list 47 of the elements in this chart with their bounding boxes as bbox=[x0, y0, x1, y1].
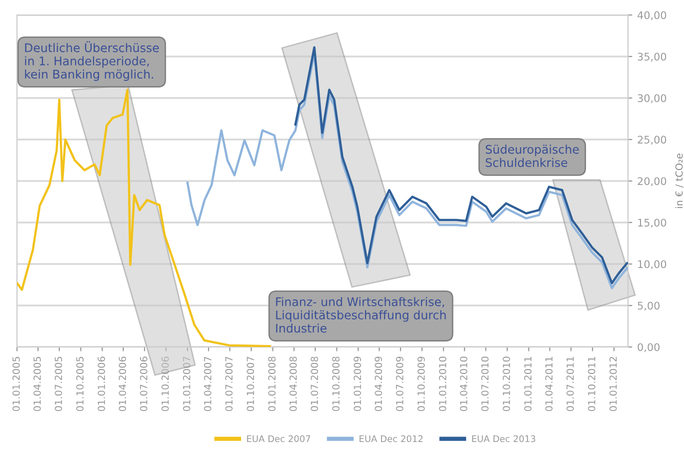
x-tick-label: 01.10.2010 bbox=[502, 356, 510, 412]
x-tick-label: 01.04.2008 bbox=[289, 356, 297, 412]
x-tick-label: 01.01.2010 bbox=[438, 356, 446, 412]
x-tick-label: 01.01.2006 bbox=[98, 356, 106, 412]
legend-label: EUA Dec 2007 bbox=[247, 435, 310, 442]
x-tick-label: 01.07.2005 bbox=[54, 356, 62, 412]
annotation: Deutliche Überschüsse in 1. Handelsperiode, kein Banking möglich. bbox=[25, 41, 159, 81]
x-tick-label: 01.04.2009 bbox=[374, 356, 382, 412]
x-tick-label: 01.01.2008 bbox=[268, 356, 276, 412]
y-tick-label: 30,00 bbox=[638, 94, 666, 104]
y-tick-label: 0,00 bbox=[638, 343, 660, 352]
annotation: Südeuropäische Schuldenkrise bbox=[486, 144, 579, 168]
x-tick-label: 01.10.2011 bbox=[588, 356, 596, 412]
x-tick-label: 01.04.2005 bbox=[33, 356, 41, 412]
y-tick-label: 35,00 bbox=[638, 52, 666, 62]
x-tick-label: 01.07.2008 bbox=[310, 356, 318, 412]
x-tick-label: 01.10.2006 bbox=[161, 356, 169, 412]
x-tick-label: 01.10.2005 bbox=[76, 356, 84, 412]
y-tick-label: 20,00 bbox=[638, 177, 666, 186]
y-tick-label: 5,00 bbox=[638, 302, 660, 311]
x-tick-label: 01.04.2010 bbox=[460, 356, 468, 412]
x-tick-label: 01.07.2010 bbox=[481, 356, 489, 412]
legend-label: EUA Dec 2013 bbox=[472, 435, 536, 442]
y-tick-label: 40,00 bbox=[638, 11, 666, 20]
x-tick-label: 01.01.2005 bbox=[12, 356, 20, 412]
y-tick-label: 15,00 bbox=[638, 218, 666, 228]
x-tick-label: 01.10.2009 bbox=[417, 356, 425, 412]
y-axis-title: in € / tCO₂e bbox=[675, 154, 684, 208]
x-tick-label: 01.04.2011 bbox=[545, 356, 553, 412]
x-tick-label: 01.01.2007 bbox=[182, 356, 190, 412]
line-series bbox=[17, 88, 272, 347]
x-tick-label: 01.01.2012 bbox=[609, 357, 617, 412]
x-tick-label: 01.07.2009 bbox=[396, 356, 404, 412]
x-tick-label: 01.10.2008 bbox=[332, 356, 340, 412]
x-tick-label: 01.10.2007 bbox=[246, 356, 254, 412]
x-tick-label: 01.07.2011 bbox=[566, 356, 574, 412]
y-tick-label: 25,00 bbox=[638, 136, 666, 145]
x-tick-label: 01.01.2009 bbox=[354, 356, 362, 412]
x-tick-label: 01.01.2011 bbox=[524, 356, 532, 412]
legend-label: EUA Dec 2012 bbox=[360, 435, 423, 442]
x-tick-label: 01.04.2007 bbox=[204, 356, 212, 412]
line-series bbox=[294, 46, 628, 284]
y-tick-label: 10,00 bbox=[638, 260, 666, 270]
x-tick-label: 01.07.2006 bbox=[140, 356, 148, 412]
x-tick-label: 01.04.2006 bbox=[118, 356, 126, 412]
annotation: Finanz- und Wirtschaftskrise, Liquiditätsbeschaffung durch Industrie bbox=[276, 297, 446, 333]
x-tick-label: 01.07.2007 bbox=[225, 356, 233, 412]
